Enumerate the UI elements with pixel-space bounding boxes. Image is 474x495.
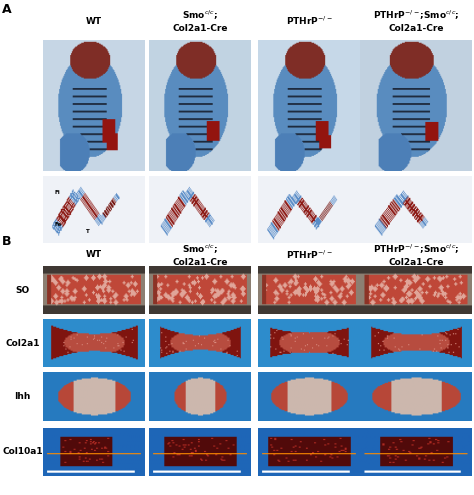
Text: PTHrP$^{-/-}$;Smo$^{c/c}$;
Col2a1-Cre: PTHrP$^{-/-}$;Smo$^{c/c}$; Col2a1-Cre — [373, 9, 459, 33]
Text: WT: WT — [85, 16, 102, 26]
Text: Col2a1: Col2a1 — [5, 339, 40, 347]
Text: PTHrP$^{-/-}$: PTHrP$^{-/-}$ — [286, 248, 333, 261]
Text: B: B — [2, 235, 12, 248]
Text: Ihh: Ihh — [14, 392, 31, 401]
Text: PTHrP$^{-/-}$;Smo$^{c/c}$;
Col2a1-Cre: PTHrP$^{-/-}$;Smo$^{c/c}$; Col2a1-Cre — [373, 243, 459, 266]
Text: Smo$^{c/c}$;
Col2a1-Cre: Smo$^{c/c}$; Col2a1-Cre — [173, 243, 228, 266]
Text: PTHrP$^{-/-}$: PTHrP$^{-/-}$ — [286, 15, 333, 27]
Text: Fe: Fe — [55, 222, 62, 227]
Text: Smo$^{c/c}$;
Col2a1-Cre: Smo$^{c/c}$; Col2a1-Cre — [173, 9, 228, 33]
Text: Col10a1: Col10a1 — [2, 447, 43, 456]
Text: T: T — [85, 229, 89, 234]
Text: A: A — [2, 3, 12, 16]
Text: Fi: Fi — [55, 191, 61, 196]
Text: SO: SO — [15, 286, 30, 295]
Text: WT: WT — [85, 250, 102, 259]
